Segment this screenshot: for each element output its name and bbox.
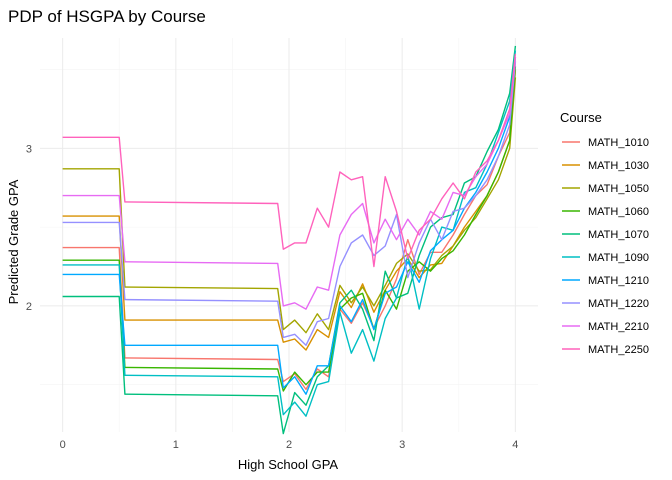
series-line-math_1090 [62, 50, 517, 417]
x-tick-label: 1 [173, 439, 179, 451]
x-tick-labels: 0 1 2 3 4 [60, 439, 519, 451]
legend-label-math_1060: MATH_1060 [588, 206, 649, 218]
legend-label-math_1050: MATH_1050 [588, 183, 649, 195]
series-line-math_1210 [62, 56, 517, 395]
y-tick-label: 3 [26, 143, 32, 155]
x-tick-label: 0 [60, 439, 66, 451]
legend: Course MATH_1010 MATH_1030 MATH_1050 MATH_1… [560, 110, 649, 356]
legend-label-math_1030: MATH_1030 [588, 160, 649, 172]
legend-label-math_1090: MATH_1090 [588, 252, 649, 264]
x-tick-label: 3 [399, 439, 405, 451]
x-tick-label: 4 [512, 439, 518, 451]
series-line-math_2210 [62, 56, 517, 310]
series-line-math_2250 [62, 53, 517, 268]
y-axis-title: Predicted Grade GPA [6, 179, 21, 304]
legend-label-math_2250: MATH_2250 [588, 344, 649, 356]
series-line-math_1050 [62, 77, 517, 334]
y-tick-label: 2 [26, 301, 32, 313]
series-line-math_1220 [62, 61, 517, 346]
legend-title: Course [560, 110, 602, 125]
chart-title: PDP of HSGPA by Course [8, 7, 206, 26]
legend-label-math_1220: MATH_1220 [588, 298, 649, 310]
legend-label-math_1210: MATH_1210 [588, 275, 649, 287]
y-tick-labels: 23 [26, 143, 32, 313]
legend-label-math_1070: MATH_1070 [588, 229, 649, 241]
legend-label-math_1010: MATH_1010 [588, 137, 649, 149]
legend-label-math_2210: MATH_2210 [588, 321, 649, 333]
x-tick-label: 2 [286, 439, 292, 451]
x-axis-title: High School GPA [238, 457, 339, 472]
series-line-math_1010 [62, 61, 517, 391]
series-line-math_1030 [62, 69, 517, 351]
grid [40, 38, 538, 432]
series-lines [62, 45, 517, 435]
